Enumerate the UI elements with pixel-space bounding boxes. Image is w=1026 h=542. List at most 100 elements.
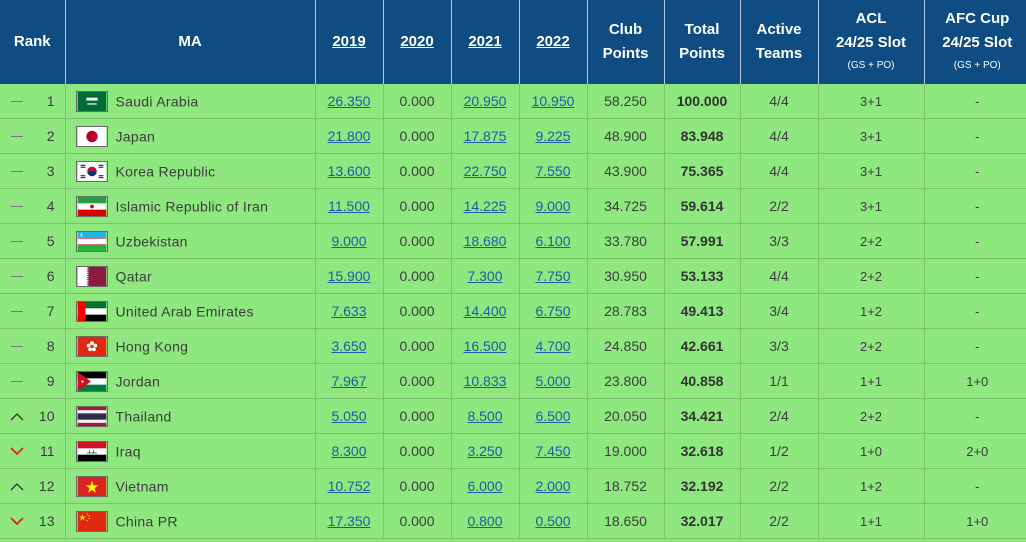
- points-2022-cell: 9.000: [519, 188, 588, 224]
- total-points-cell: 83.948: [664, 118, 741, 154]
- club-points-value: 20.050: [604, 408, 647, 424]
- acl-slot-cell: 1+2: [818, 468, 925, 504]
- points-2020-value: 0.000: [399, 443, 435, 459]
- points-2019-cell: 7.633: [315, 293, 384, 329]
- total-points-cell: 53.133: [664, 258, 741, 294]
- club-points-cell: 43.900: [587, 153, 665, 189]
- points-2019-link[interactable]: 10.752: [327, 478, 371, 494]
- points-2019-cell: 13.600: [315, 153, 384, 189]
- points-2022-link[interactable]: 7.550: [535, 163, 571, 179]
- country-name: Vietnam: [115, 478, 169, 494]
- afc-cup-slot-value: 1+0: [966, 513, 989, 529]
- points-2021-link[interactable]: 7.300: [467, 268, 503, 284]
- points-2022-cell: 6.750: [519, 293, 588, 329]
- points-2020-value: 0.000: [399, 338, 435, 354]
- header-ma: MA: [65, 0, 316, 84]
- table-row: 13 China PR 17.350 0.000 0.800 0.500 18.650 32.…: [0, 503, 1026, 539]
- points-2022-cell: 6.500: [519, 398, 588, 434]
- trend-unchanged-icon: [10, 131, 24, 141]
- points-2021-link[interactable]: 10.833: [463, 373, 507, 389]
- total-points-value: 53.133: [680, 268, 724, 284]
- points-2019-link[interactable]: 17.350: [327, 513, 371, 529]
- points-2020-cell: 0.000: [383, 188, 452, 224]
- afc-cup-slot-cell: -: [924, 118, 1026, 154]
- points-2021-link[interactable]: 18.680: [463, 233, 507, 249]
- points-2020-cell: 0.000: [383, 84, 452, 119]
- club-points-cell: 23.800: [587, 363, 665, 399]
- points-2020-cell: 0.000: [383, 398, 452, 434]
- points-2019-link[interactable]: 3.650: [331, 338, 367, 354]
- points-2021-link[interactable]: 22.750: [463, 163, 507, 179]
- rank-cell: 3: [0, 153, 66, 189]
- points-2021-link[interactable]: 14.400: [463, 303, 507, 319]
- points-2019-link[interactable]: 13.600: [327, 163, 371, 179]
- ma-cell: Uzbekistan: [65, 223, 316, 259]
- rank-value: 9: [46, 373, 55, 389]
- afc-cup-slot-value: -: [975, 303, 980, 319]
- points-2019-link[interactable]: 7.633: [331, 303, 367, 319]
- points-2019-link[interactable]: 15.900: [327, 268, 371, 284]
- points-2021-link[interactable]: 17.875: [463, 128, 507, 144]
- header-2020[interactable]: 2020: [383, 0, 452, 84]
- acl-slot-value: 2+2: [859, 268, 883, 284]
- points-2021-link[interactable]: 3.250: [467, 443, 503, 459]
- points-2022-cell: 5.000: [519, 363, 588, 399]
- iraq-flag-icon: [75, 440, 108, 462]
- header-2021[interactable]: 2021: [451, 0, 520, 84]
- points-2022-link[interactable]: 2.000: [535, 478, 571, 494]
- table-row: 8 Hong Kong 3.650 0.000 16.500 4.700 24.850 42.…: [0, 328, 1026, 364]
- points-2021-link[interactable]: 16.500: [463, 338, 507, 354]
- points-2022-link[interactable]: 4.700: [535, 338, 571, 354]
- header-acl-slot: ACL 24/25 Slot (GS + PO): [818, 0, 925, 84]
- points-2021-link[interactable]: 20.950: [463, 93, 507, 109]
- afc-cup-slot-cell: -: [924, 293, 1026, 329]
- rank-value: 7: [46, 303, 55, 319]
- points-2021-link[interactable]: 8.500: [467, 408, 503, 424]
- points-2022-link[interactable]: 9.225: [535, 128, 571, 144]
- header-2022[interactable]: 2022: [519, 0, 588, 84]
- club-points-value: 28.783: [604, 303, 647, 319]
- active-teams-cell: 4/4: [740, 258, 819, 294]
- points-2022-link[interactable]: 10.950: [531, 93, 575, 109]
- points-2021-link[interactable]: 6.000: [467, 478, 503, 494]
- total-points-value: 49.413: [680, 303, 724, 319]
- header-2019[interactable]: 2019: [315, 0, 384, 84]
- points-2022-link[interactable]: 6.750: [535, 303, 571, 319]
- china-pr-flag-icon: [75, 510, 108, 532]
- acl-slot-cell: 3+1: [818, 84, 925, 119]
- points-2019-link[interactable]: 8.300: [331, 443, 367, 459]
- points-2022-link[interactable]: 7.750: [535, 268, 571, 284]
- points-2019-cell: 26.350: [315, 84, 384, 119]
- points-2021-cell: 3.250: [451, 433, 520, 469]
- total-points-value: 42.661: [680, 338, 724, 354]
- points-2022-link[interactable]: 9.000: [535, 198, 571, 214]
- points-2022-link[interactable]: 5.000: [535, 373, 571, 389]
- trend-unchanged-icon: [10, 341, 24, 351]
- points-2022-link[interactable]: 0.500: [535, 513, 571, 529]
- points-2022-link[interactable]: 7.450: [535, 443, 571, 459]
- points-2019-link[interactable]: 26.350: [327, 93, 371, 109]
- points-2021-link[interactable]: 0.800: [467, 513, 503, 529]
- points-2021-link[interactable]: 14.225: [463, 198, 507, 214]
- table-row: 9 Jordan 7.967 0.000 10.833 5.000 23.800 40.858…: [0, 363, 1026, 399]
- afc-cup-slot-cell: -: [924, 398, 1026, 434]
- header-afc-cup-slot: AFC Cup 24/25 Slot (GS + PO): [924, 0, 1026, 84]
- points-2022-link[interactable]: 6.500: [535, 408, 571, 424]
- trend-unchanged-icon: [10, 201, 24, 211]
- points-2019-link[interactable]: 7.967: [331, 373, 367, 389]
- points-2019-link[interactable]: 11.500: [328, 198, 370, 214]
- points-2022-link[interactable]: 6.100: [535, 233, 571, 249]
- points-2021-cell: 17.875: [451, 118, 520, 154]
- points-2019-link[interactable]: 9.000: [331, 233, 367, 249]
- acl-slot-value: 2+2: [859, 408, 883, 424]
- table-row: 12 Vietnam 10.752 0.000 6.000 2.000 18.752 32.1…: [0, 468, 1026, 504]
- trend-unchanged-icon: [10, 236, 24, 246]
- points-2019-link[interactable]: 21.800: [327, 128, 371, 144]
- points-2020-value: 0.000: [399, 478, 435, 494]
- rank-cell: 2: [0, 118, 66, 154]
- total-points-cell: 32.192: [664, 468, 741, 504]
- points-2019-cell: 15.900: [315, 258, 384, 294]
- country-name: Qatar: [115, 268, 153, 284]
- points-2019-link[interactable]: 5.050: [331, 408, 367, 424]
- iran-flag-icon: [75, 195, 108, 217]
